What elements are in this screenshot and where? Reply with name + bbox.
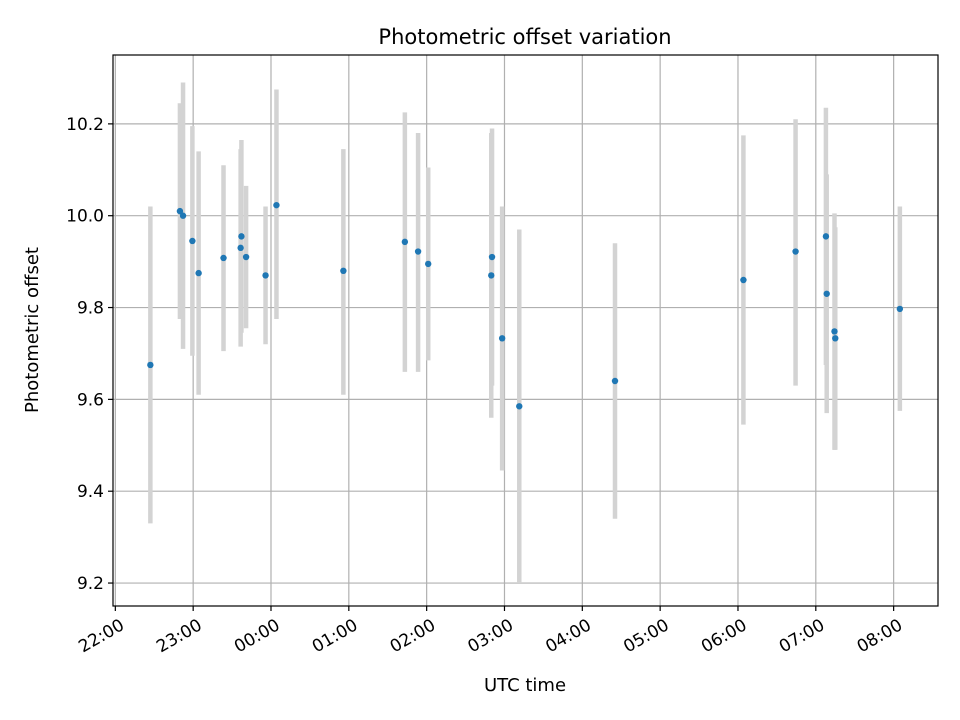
x-tick-label: 01:00 xyxy=(309,615,361,657)
y-tick-label: 9.4 xyxy=(77,482,104,502)
data-point xyxy=(823,290,830,297)
data-point xyxy=(488,272,495,279)
x-tick-label: 05:00 xyxy=(620,615,672,657)
data-point xyxy=(189,237,196,245)
x-tick-label: 07:00 xyxy=(776,615,828,657)
x-tick-label: 08:00 xyxy=(854,615,906,657)
data-point xyxy=(242,253,250,261)
data-point xyxy=(340,267,347,275)
data-point xyxy=(792,248,799,255)
data-point xyxy=(611,377,619,385)
x-tick-label: 00:00 xyxy=(231,615,283,657)
data-point xyxy=(498,335,506,342)
data-point xyxy=(414,248,422,255)
x-tick-label: 03:00 xyxy=(465,615,517,657)
y-axis-label: Photometric offset xyxy=(22,247,43,413)
data-point xyxy=(195,269,202,277)
data-point xyxy=(237,244,244,252)
y-tick-label: 10.2 xyxy=(66,115,104,135)
plot-area-frame xyxy=(112,54,939,607)
x-tick-label: 04:00 xyxy=(542,615,594,657)
x-axis-ticks: 22:00 23:00 00:00 01:00 02:00 03:00 04:00 05:00… xyxy=(75,606,906,657)
chart-title: Photometric offset variation xyxy=(378,25,671,49)
data-points xyxy=(147,201,904,410)
data-point xyxy=(176,207,184,215)
data-point xyxy=(822,233,830,240)
data-point xyxy=(516,403,523,410)
data-point xyxy=(488,253,496,261)
x-tick-label: 02:00 xyxy=(387,615,439,657)
x-tick-label: 06:00 xyxy=(698,615,750,657)
data-point xyxy=(273,201,280,209)
y-tick-label: 10.0 xyxy=(66,207,104,227)
x-axis-label: UTC time xyxy=(484,675,566,696)
data-point xyxy=(238,233,245,240)
grid xyxy=(113,55,938,606)
y-tick-label: 9.8 xyxy=(77,299,104,319)
y-tick-label: 9.6 xyxy=(77,390,104,410)
y-axis-ticks: 9.2 9.4 9.6 9.8 10.0 10.2 xyxy=(66,115,113,594)
data-point xyxy=(262,272,269,279)
error-bars xyxy=(148,82,903,584)
x-tick-label: 23:00 xyxy=(153,615,205,657)
data-point xyxy=(831,328,838,335)
data-point xyxy=(832,335,839,342)
data-point xyxy=(740,276,747,284)
data-point xyxy=(147,361,154,369)
data-point xyxy=(896,305,904,313)
x-tick-label: 22:00 xyxy=(75,615,127,657)
data-point xyxy=(401,238,409,246)
y-tick-label: 9.2 xyxy=(77,574,104,594)
data-point xyxy=(179,212,187,219)
data-point xyxy=(425,260,432,268)
data-point xyxy=(220,254,227,262)
